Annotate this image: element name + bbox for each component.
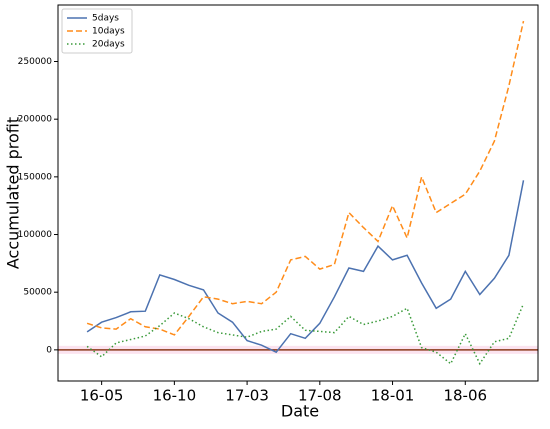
y-tick-label: 200000 <box>18 115 53 125</box>
legend-label: 5days <box>92 14 119 24</box>
x-tick-label: 18-01 <box>371 387 415 405</box>
y-tick-label: 0 <box>46 345 52 355</box>
x-tick-label: 16-05 <box>80 387 124 405</box>
series-line <box>86 20 525 336</box>
series-line <box>86 180 525 354</box>
plot-frame <box>57 4 539 382</box>
legend-label: 20days <box>92 40 125 50</box>
x-tick-label: 17-08 <box>298 387 342 405</box>
legend-box <box>61 8 133 54</box>
legend-label: 10days <box>92 27 125 37</box>
y-tick-label: 100000 <box>18 230 53 240</box>
x-tick-label: 17-03 <box>225 387 269 405</box>
x-tick-label: 18-06 <box>443 387 487 405</box>
x-tick-label: 16-10 <box>153 387 197 405</box>
y-tick-label: 50000 <box>23 288 52 298</box>
series-line <box>86 303 525 366</box>
y-tick-label: 250000 <box>18 57 53 67</box>
y-axis-label: Accumulated profit <box>4 117 23 269</box>
y-tick-label: 150000 <box>18 172 53 182</box>
x-axis-label: Date <box>281 402 319 421</box>
